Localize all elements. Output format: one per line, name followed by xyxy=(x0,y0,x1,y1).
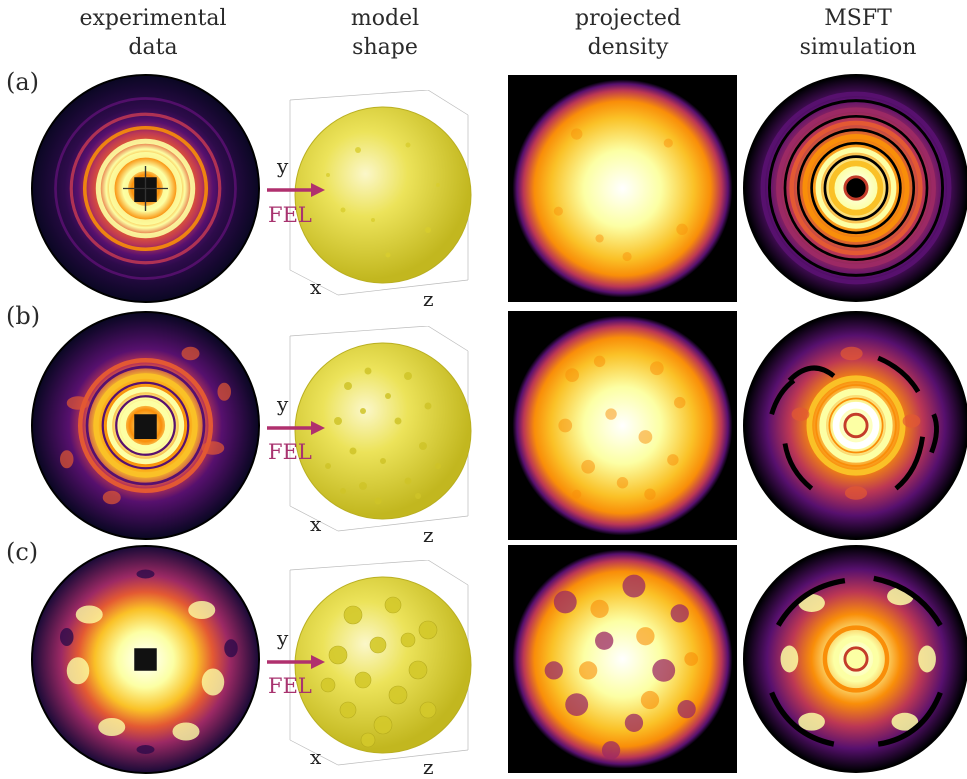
header-line: density xyxy=(587,35,669,60)
header-msft-simulation: MSFT simulation xyxy=(758,4,958,62)
beam-arrow xyxy=(265,180,327,200)
projected-density-b xyxy=(508,311,737,540)
header-projected-density: projected density xyxy=(528,4,728,62)
experimental-pattern-b xyxy=(31,311,260,540)
beam-label: FEL xyxy=(268,674,312,698)
row-label-b: (b) xyxy=(6,302,41,330)
axis-label-z: z xyxy=(423,755,434,779)
header-line: simulation xyxy=(799,35,917,60)
row-label-a: (a) xyxy=(6,68,40,96)
experimental-pattern-a xyxy=(31,74,260,303)
msft-simulation-a xyxy=(743,74,967,302)
msft-simulation-c xyxy=(743,545,967,773)
header-line: model xyxy=(350,6,420,31)
axis-label-z: z xyxy=(423,523,434,547)
header-line: shape xyxy=(352,35,418,60)
model-shape-c xyxy=(268,560,483,775)
msft-simulation-b xyxy=(743,311,967,540)
axis-label-z: z xyxy=(423,287,434,311)
header-experimental-data: experimental data xyxy=(53,4,253,62)
beam-label: FEL xyxy=(268,203,312,227)
header-line: MSFT xyxy=(824,6,892,31)
axis-label-x: x xyxy=(310,745,322,769)
projected-density-a xyxy=(508,75,737,302)
model-shape-b xyxy=(268,326,483,541)
beam-arrow xyxy=(265,418,327,438)
row-label-c: (c) xyxy=(6,538,39,566)
beam-label: FEL xyxy=(268,440,312,464)
axis-label-y: y xyxy=(277,154,289,178)
axis-label-y: y xyxy=(277,626,289,650)
header-line: experimental xyxy=(79,6,227,31)
projected-density-c xyxy=(508,545,737,773)
axis-label-y: y xyxy=(277,392,289,416)
experimental-pattern-c xyxy=(31,545,260,774)
header-line: data xyxy=(128,35,178,60)
axis-label-x: x xyxy=(310,275,322,299)
model-shape-a xyxy=(268,90,483,305)
header-model-shape: model shape xyxy=(285,4,485,62)
beam-arrow xyxy=(265,652,327,672)
header-line: projected xyxy=(575,6,681,31)
axis-label-x: x xyxy=(310,512,322,536)
